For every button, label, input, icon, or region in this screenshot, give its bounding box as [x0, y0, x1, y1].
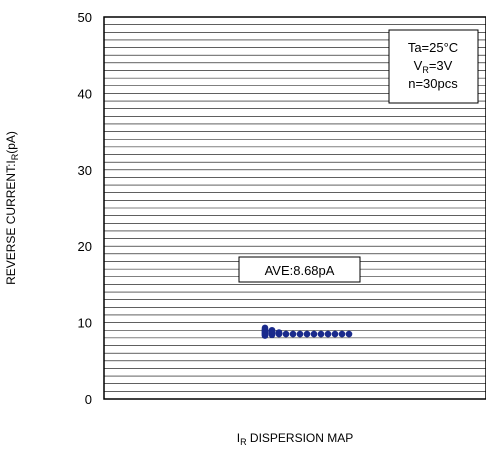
- y-tick-label: 40: [78, 86, 92, 101]
- data-point: [324, 330, 332, 338]
- data-points: [261, 324, 353, 339]
- data-point: [275, 329, 283, 336]
- legend-line: Ta=25°C: [408, 40, 458, 55]
- y-tick-label: 0: [85, 392, 92, 407]
- y-tick-label: 10: [78, 316, 92, 331]
- data-point: [268, 326, 276, 334]
- plot-frame: [103, 16, 486, 400]
- data-point: [282, 330, 290, 338]
- data-point: [296, 330, 304, 338]
- y-axis-label: REVERSE CURRENT:IR(pA): [4, 131, 20, 285]
- annotation-label: AVE:8.68pA: [265, 263, 335, 278]
- data-point: [345, 330, 353, 338]
- x-axis-label: IR DISPERSION MAP: [237, 431, 354, 447]
- data-point: [303, 330, 311, 338]
- y-tick-label: 50: [78, 10, 92, 25]
- y-tick-label: 20: [78, 239, 92, 254]
- data-point: [331, 330, 339, 338]
- y-tick-label: 30: [78, 163, 92, 178]
- legend-box: Ta=25°C VR=3Vn=30pcs: [388, 29, 479, 104]
- data-point: [338, 330, 346, 338]
- data-point: [317, 330, 325, 338]
- data-point: [289, 330, 297, 338]
- data-point: [310, 330, 318, 338]
- legend-line: VR=3V: [414, 58, 453, 75]
- annotation-box: AVE:8.68pA: [238, 256, 361, 283]
- legend-line: n=30pcs: [408, 76, 458, 91]
- data-point: [261, 324, 269, 332]
- y-axis-ticks: 0 10 20 30 40 50: [78, 10, 92, 407]
